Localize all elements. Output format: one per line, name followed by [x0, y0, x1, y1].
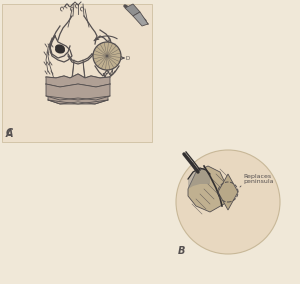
- Text: A: A: [6, 129, 14, 139]
- Polygon shape: [46, 84, 110, 100]
- Polygon shape: [46, 74, 110, 87]
- Ellipse shape: [55, 47, 65, 54]
- Circle shape: [176, 150, 280, 254]
- FancyBboxPatch shape: [2, 4, 152, 142]
- Polygon shape: [218, 174, 238, 210]
- Text: D: D: [126, 56, 130, 61]
- Ellipse shape: [55, 44, 65, 52]
- Text: Replaces
peninsula: Replaces peninsula: [243, 174, 274, 184]
- Polygon shape: [188, 166, 228, 212]
- Polygon shape: [133, 12, 148, 26]
- Text: B: B: [178, 246, 185, 256]
- Ellipse shape: [95, 48, 105, 56]
- Circle shape: [93, 42, 121, 70]
- Polygon shape: [48, 88, 108, 104]
- Text: C: C: [6, 128, 13, 138]
- Polygon shape: [125, 4, 140, 16]
- Ellipse shape: [98, 45, 107, 51]
- Polygon shape: [48, 78, 108, 91]
